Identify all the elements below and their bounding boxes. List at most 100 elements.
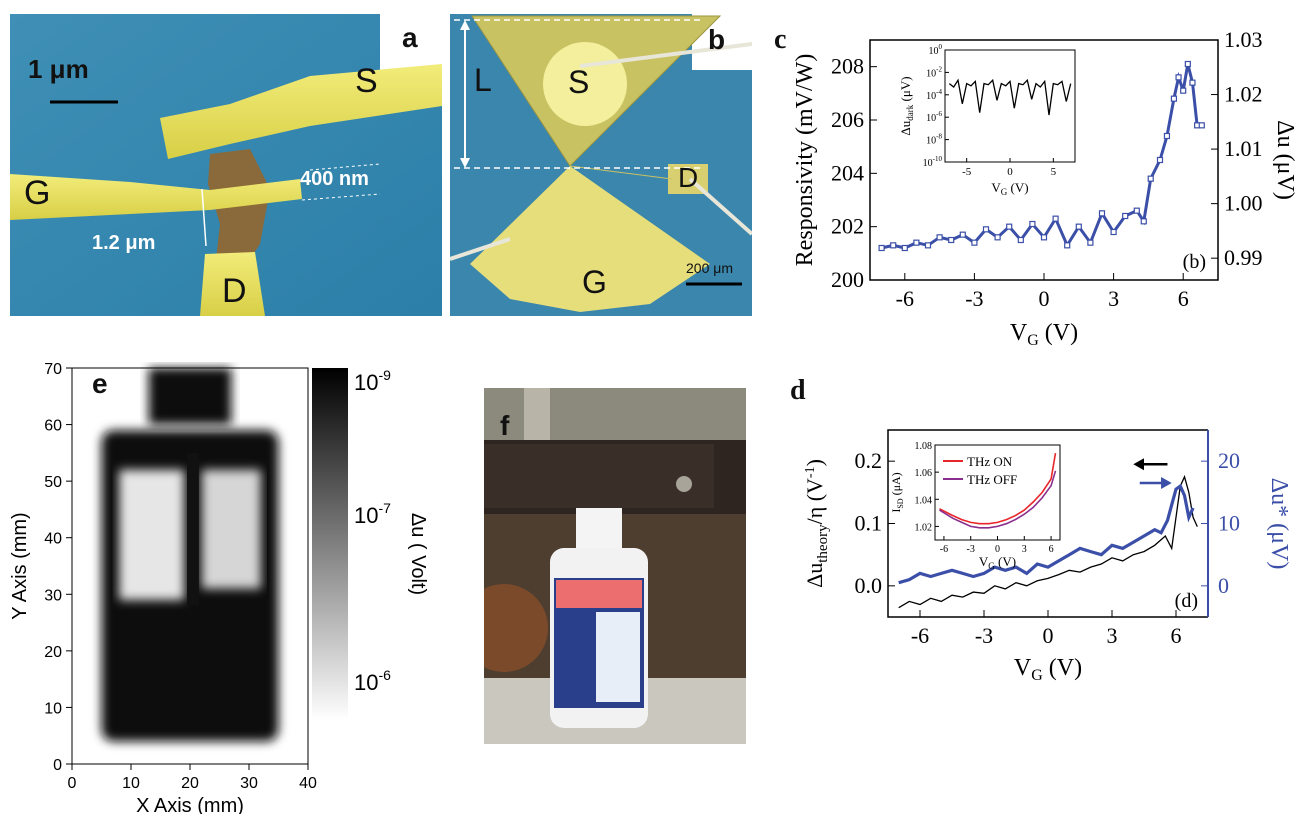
- y2-tick-label-c: 1.02: [1224, 82, 1263, 107]
- data-point-c: [1006, 223, 1013, 230]
- dim-channel-label: 1.2 μm: [92, 232, 156, 254]
- data-point-c: [1098, 210, 1106, 217]
- panel-e: 0 10 20 30 40 0 10 20 30 40 50 60 70 X Axis (mm) Y Axi…: [0, 350, 440, 817]
- y-tick-label-e: 10: [44, 700, 62, 717]
- inset-y-label-d: ISD (μA): [889, 472, 905, 512]
- inset-series-c: [948, 78, 1072, 116]
- label-s-b: S: [568, 64, 590, 100]
- panel-letter-b: b: [708, 24, 726, 55]
- y-tick-label-c: 206: [831, 107, 864, 132]
- y2-tick-label-c: 1.00: [1224, 191, 1263, 216]
- y2-tick-label-d: 0: [1218, 573, 1229, 598]
- panel-b: b S L D G 200 μm: [449, 14, 754, 316]
- chart-c: -6 -3 0 3 6 200 202 204 206 208 0.99 1.00 1.01 1.02 1.…: [792, 27, 1298, 349]
- y-tick-label-e: 60: [44, 418, 62, 435]
- x-tick-label-e: 30: [240, 775, 258, 792]
- inset-x-tick-label-d: -3: [967, 544, 975, 555]
- graphene-flake: [208, 149, 270, 274]
- x-axis-label-c: VG (V): [1010, 320, 1078, 349]
- x-axis-label-e: X Axis (mm): [136, 795, 244, 814]
- arrow-black-head-d: [1133, 458, 1144, 471]
- inset-y-tick-label-d: 1.08: [915, 441, 933, 452]
- panel-c: c -6 -3 0 3 6 200 202 204 206 208 0.99 1.00 1.01 1.02…: [770, 20, 1298, 350]
- inset-y-tick-label-c: 10-8: [926, 133, 942, 147]
- data-point-c: [1163, 132, 1171, 140]
- data-point-c: [994, 234, 1001, 241]
- x-tick-label-d: -6: [911, 623, 929, 648]
- inset-y-tick-label-c: 10-6: [926, 110, 942, 124]
- x-tick-label-c: 3: [1108, 286, 1119, 311]
- dim-gate-label: 400 nm: [300, 168, 369, 190]
- inset-y-tick-label-c: 100: [929, 43, 943, 57]
- inset-y-tick-label-d: 1.04: [915, 495, 933, 506]
- data-point-c: [936, 234, 943, 241]
- y2-axis-label-c: Δu (μV): [1272, 120, 1295, 200]
- data-point-c: [1189, 79, 1196, 86]
- x-tick-label-e: 0: [68, 775, 77, 792]
- label-g-b: G: [582, 264, 607, 300]
- x-axis-label-d: VG (V): [1014, 655, 1082, 684]
- data-point-c: [1147, 175, 1154, 182]
- corner-tag-c: (b): [1183, 251, 1206, 273]
- data-point-c: [1175, 74, 1182, 81]
- y-tick-label-d: 0.1: [855, 511, 883, 536]
- panel-a: a 1 μm S G D 400 nm 1.2 μm: [10, 14, 442, 316]
- inset-y-label-c: Δudark (μV): [898, 76, 915, 135]
- scalebar-label-b: 200 μm: [686, 260, 733, 276]
- gate-electrode: [10, 174, 302, 220]
- panel-d: d -6 -3 0 3 6 0.0 0.1 0.2 0 10 20 VG (V) Δutheory/η …: [770, 375, 1295, 685]
- scalebar-label-a: 1 μm: [28, 54, 89, 84]
- data-point-c: [878, 244, 885, 252]
- series-theory-d: [898, 474, 1198, 609]
- chart-d: -6 -3 0 3 6 0.0 0.1 0.2 0 10 20 VG (V) Δutheory/η (V…: [802, 429, 1292, 684]
- probe-s: [579, 42, 753, 68]
- inset-y-tick-label-c: 10-2: [926, 65, 942, 79]
- data-point-c: [913, 239, 920, 246]
- y-tick-label-d: 0.2: [855, 448, 883, 473]
- data-point-c: [959, 231, 966, 238]
- inset-x-tick-label-c: -5: [962, 166, 972, 178]
- chart-e: 0 10 20 30 40 0 10 20 30 40 50 60 70 X Axis (mm) Y Axi…: [9, 361, 429, 817]
- inset-y-tick-label-c: 10-4: [926, 88, 942, 102]
- y-axis-label-e: Y Axis (mm): [9, 512, 31, 619]
- probe-g: [449, 237, 511, 261]
- y-axis-label-d: Δutheory/η (V-1): [802, 459, 831, 588]
- data-point-c: [890, 242, 897, 249]
- y-tick-label-e: 70: [44, 361, 62, 378]
- label-panel: [596, 612, 640, 702]
- x-tick-label-d: 3: [1107, 623, 1118, 648]
- dim-guide-bottom: [301, 193, 381, 201]
- y2-tick-label-d: 20: [1218, 448, 1240, 473]
- y-tick-label-d: 0.0: [855, 573, 883, 598]
- inset-x-tick-label-c: 0: [1007, 166, 1013, 178]
- data-point-c: [1156, 156, 1164, 164]
- x-tick-label-e: 20: [181, 775, 199, 792]
- y-tick-label-e: 50: [44, 474, 62, 491]
- arrow-blue-head-d: [1161, 476, 1172, 489]
- antenna-bottom-lobe: [470, 166, 710, 312]
- data-point-c: [1170, 95, 1178, 102]
- colorbar-tick-label-e: 10-7: [354, 500, 391, 528]
- y-axis-label-c: Responsivity (mV/W): [792, 54, 818, 267]
- data-point-c: [901, 244, 908, 252]
- data-point-c: [1180, 87, 1187, 94]
- source-electrode: [160, 64, 442, 159]
- bottle-cap: [576, 508, 622, 548]
- panel-letter-f: f: [500, 410, 510, 441]
- y2-tick-label-c: 1.03: [1224, 27, 1263, 52]
- y-tick-label-c: 208: [831, 54, 864, 79]
- y-tick-label-e: 40: [44, 531, 62, 548]
- x-tick-label-c: 6: [1178, 286, 1189, 311]
- dim-arrow-channel: [201, 188, 207, 247]
- inset-y-tick-label-c: 10-10: [923, 155, 943, 169]
- data-point-c: [1029, 220, 1036, 228]
- data-point-c: [1184, 60, 1191, 68]
- label-s-a: S: [355, 62, 378, 100]
- colorbar-label-e: Δu ( Volt): [407, 513, 429, 595]
- data-point-c: [1040, 234, 1048, 241]
- inset-series-off-d: [939, 470, 1057, 529]
- label-g-a: G: [24, 174, 51, 212]
- inset-legend-label-d: THz OFF: [967, 472, 1017, 487]
- drain-electrode: [200, 252, 265, 316]
- bright-region-left-e: [119, 469, 185, 600]
